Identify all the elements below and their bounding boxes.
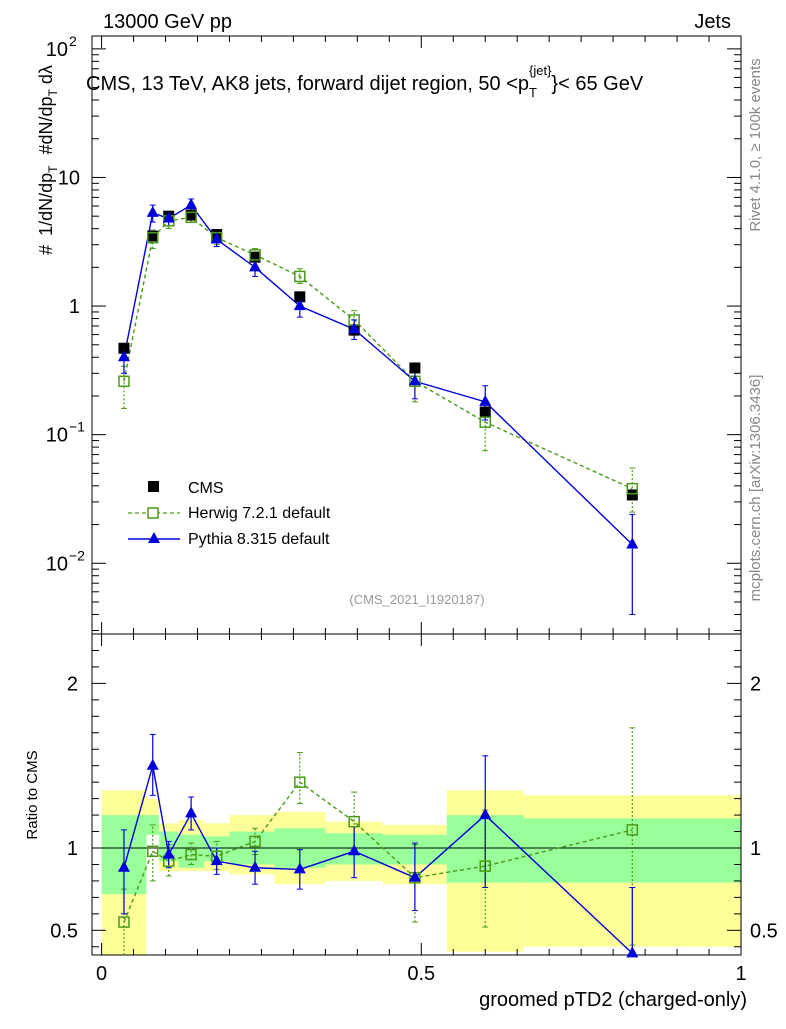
y-tick-label: 1 [69,296,80,318]
energy-label: 13000 GeV pp [103,11,232,33]
y-axis-title-main: # 1/dN/dpT #dN/dpT dλ [36,65,61,255]
rivet-label: Rivet 4.1.0, ≥ 100k events [747,58,764,231]
herwig-ratio-point [348,815,360,828]
pythia-point [249,260,262,272]
herwig-point [185,211,197,224]
pythia-point [348,322,361,334]
site-label: mcplots.cern.ch [arXiv:1306.3436] [747,375,764,602]
y-tick-label: 10 [46,39,68,61]
ratio-tick-label-right: 1 [750,838,761,860]
cms-point [479,406,491,418]
y-tick-exponent: −2 [69,547,85,563]
pythia-ratio-point [146,758,159,770]
y-tick-label: 10 [58,167,80,189]
title-end: }< 65 GeV [551,73,643,95]
legend-herwig-marker [147,507,159,519]
pythia-ratio-point [408,870,421,882]
pythia-point [210,232,223,244]
category-label: Jets [694,11,731,33]
pythia-point [293,299,306,311]
herwig-point [146,231,159,244]
y-tick-exponent: 2 [69,33,77,49]
legend-pythia-marker [148,532,160,543]
ratio-tick-label-left: 2 [67,673,78,695]
series-line-herwig [123,216,633,490]
title-sup: {jet} [529,63,552,78]
title-main: CMS, 13 TeV, AK8 jets, forward dijet reg… [86,73,529,95]
pythia-ratio-point [293,862,306,874]
ratio-frame [91,633,742,956]
chart-title: CMS, 13 TeV, AK8 jets, forward dijet reg… [86,63,644,100]
cms-point [294,291,306,303]
herwig-point [626,482,639,495]
herwig-ratio-point [626,824,639,836]
pythia-ratio-point [626,946,639,958]
pythia-ratio-point [210,854,223,866]
herwig-point [294,270,306,283]
pythia-point [185,198,198,210]
pythia-point [626,537,639,549]
pythia-point [146,205,159,217]
ratio-axis-title: Ratio to CMS [24,750,41,839]
y-tick-exponent: −1 [69,419,85,435]
herwig-ratio-point [146,845,159,858]
legend-pythia-label: Pythia 8.315 default [188,531,330,548]
pythia-ratio-point [249,860,262,872]
cms-point [147,230,159,242]
cms-point [249,251,261,263]
legend-cms-label: CMS [188,480,224,497]
x-axis-title: groomed pTD2 (charged-only) [479,989,747,1011]
pythia-ratio-point [479,808,492,820]
pythia-ratio-point [348,844,361,856]
herwig-ratio-point [185,848,197,861]
ratio-tick-label-left: 1 [67,838,78,860]
analysis-id: (CMS_2021_I1920187) [349,592,484,607]
cms-point [185,209,197,221]
title-sub: T [529,85,537,100]
y-tick-label: 10 [46,425,68,447]
herwig-ratio-point [118,916,130,928]
y-tick-label: 10 [46,553,68,575]
ylabel-hash: # [36,245,56,255]
herwig-point [118,375,130,388]
pythia-ratio-point [117,860,130,872]
pythia-point [162,211,175,223]
herwig-ratio-point [249,835,261,848]
legend: CMS Herwig 7.2.1 default Pythia 8.315 de… [128,480,331,548]
pythia-point [479,394,492,406]
ratio-tick-label-right: 0.5 [750,920,778,942]
ylabel-1-over-dN: 1/dN/dp [36,173,56,236]
legend-herwig-label: Herwig 7.2.1 default [188,505,331,522]
cms-point [626,489,638,501]
pythia-ratio-point [162,847,175,859]
pythia-point [117,350,130,362]
cms-point [118,342,130,354]
legend-cms-marker [148,481,159,492]
ratio-tick-label-right: 2 [750,673,761,695]
svg-text:# 1/dN/dpT #dN/dpT: # 1/dN/dpT #dN/dpT dλ [36,65,61,255]
herwig-point [479,416,491,428]
ratio-tick-label-left: 0.5 [50,920,78,942]
cms-point [409,362,421,374]
x-tick-label: 0 [96,963,107,985]
pythia-point [408,374,421,386]
pythia-ratio-point [185,806,198,818]
x-tick-label: 0.5 [407,963,435,985]
herwig-ratio-point [479,860,491,872]
herwig-point [249,249,261,261]
x-tick-label: 1 [735,963,746,985]
herwig-ratio-point [294,776,306,788]
ratio-panel: 0.5 0.5 1 1 2 2 [50,633,778,958]
